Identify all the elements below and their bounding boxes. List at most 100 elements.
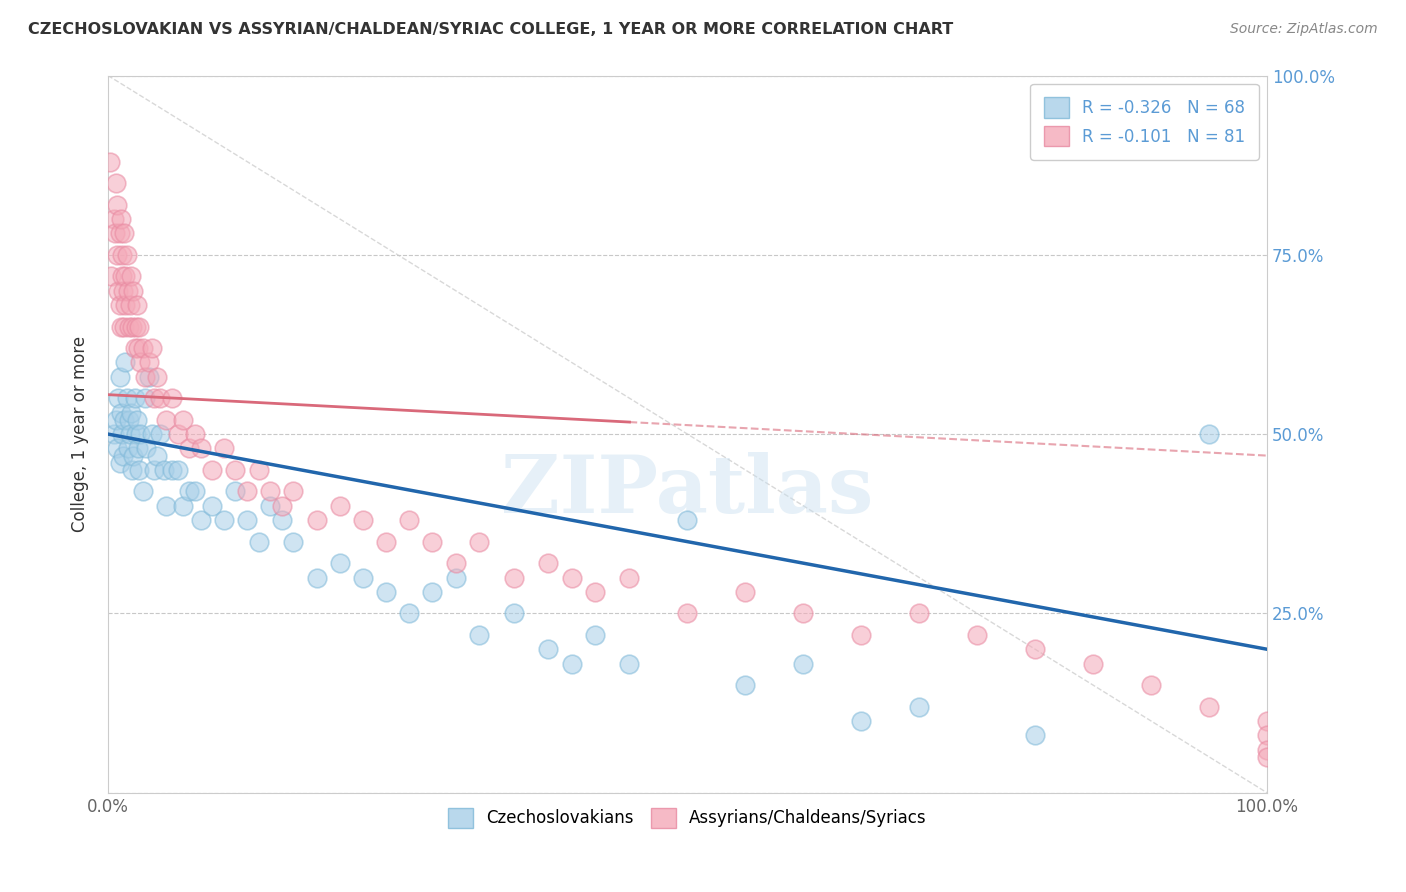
Point [112,413,135,427]
Point [305,570,328,584]
Point [132,341,155,355]
Point [422,585,444,599]
Point [247,463,270,477]
Point [270,499,292,513]
Point [129,427,152,442]
Point [468,628,491,642]
Point [114,355,136,369]
Point [1198,699,1220,714]
Point [676,513,699,527]
Point [561,570,583,584]
Point [1256,742,1278,756]
Point [908,607,931,621]
Point [375,534,398,549]
Point [112,227,135,241]
Text: Source: ZipAtlas.com: Source: ZipAtlas.com [1230,22,1378,37]
Point [104,227,127,241]
Point [236,513,259,527]
Point [111,269,134,284]
Point [1140,678,1163,692]
Point [184,427,207,442]
Point [305,513,328,527]
Point [125,413,148,427]
Point [283,534,305,549]
Point [1024,642,1046,657]
Point [537,642,560,657]
Point [155,499,177,513]
Point [270,513,292,527]
Point [98,154,121,169]
Point [121,319,143,334]
Point [619,657,641,671]
Point [145,369,167,384]
Point [502,607,524,621]
Point [105,248,128,262]
Point [966,628,988,642]
Point [1256,714,1278,728]
Point [108,456,131,470]
Point [190,513,212,527]
Point [110,406,132,420]
Point [619,570,641,584]
Point [138,369,160,384]
Point [160,391,183,405]
Point [1256,749,1278,764]
Point [108,369,131,384]
Point [115,391,138,405]
Point [172,499,194,513]
Point [114,298,136,312]
Point [105,197,128,211]
Point [112,319,135,334]
Point [105,176,128,190]
Point [112,449,135,463]
Point [107,284,129,298]
Point [152,463,174,477]
Point [561,657,583,671]
Point [105,442,128,456]
Point [583,628,606,642]
Point [1256,728,1278,742]
Point [422,534,444,549]
Point [110,319,132,334]
Text: CZECHOSLOVAKIAN VS ASSYRIAN/CHALDEAN/SYRIAC COLLEGE, 1 YEAR OR MORE CORRELATION : CZECHOSLOVAKIAN VS ASSYRIAN/CHALDEAN/SYR… [28,22,953,37]
Point [125,298,148,312]
Point [352,513,374,527]
Point [155,413,177,427]
Legend: Czechoslovakians, Assyrians/Chaldeans/Syriacs: Czechoslovakians, Assyrians/Chaldeans/Sy… [441,801,934,835]
Point [114,269,136,284]
Point [583,585,606,599]
Point [115,248,138,262]
Point [179,442,201,456]
Point [118,427,141,442]
Point [166,427,188,442]
Point [676,607,699,621]
Point [1198,427,1220,442]
Point [166,463,188,477]
Point [537,556,560,570]
Point [108,227,131,241]
Point [184,484,207,499]
Point [135,442,157,456]
Point [352,570,374,584]
Point [118,413,141,427]
Point [734,678,756,692]
Point [444,570,467,584]
Point [121,463,143,477]
Point [134,369,156,384]
Point [100,269,122,284]
Point [124,341,146,355]
Point [122,449,145,463]
Point [236,484,259,499]
Text: ZIPatlas: ZIPatlas [502,452,873,531]
Y-axis label: College, 1 year or more: College, 1 year or more [72,336,89,533]
Point [124,391,146,405]
Point [1024,728,1046,742]
Point [145,449,167,463]
Point [468,534,491,549]
Point [792,657,814,671]
Point [149,391,172,405]
Point [247,534,270,549]
Point [110,211,132,226]
Point [103,211,125,226]
Point [134,391,156,405]
